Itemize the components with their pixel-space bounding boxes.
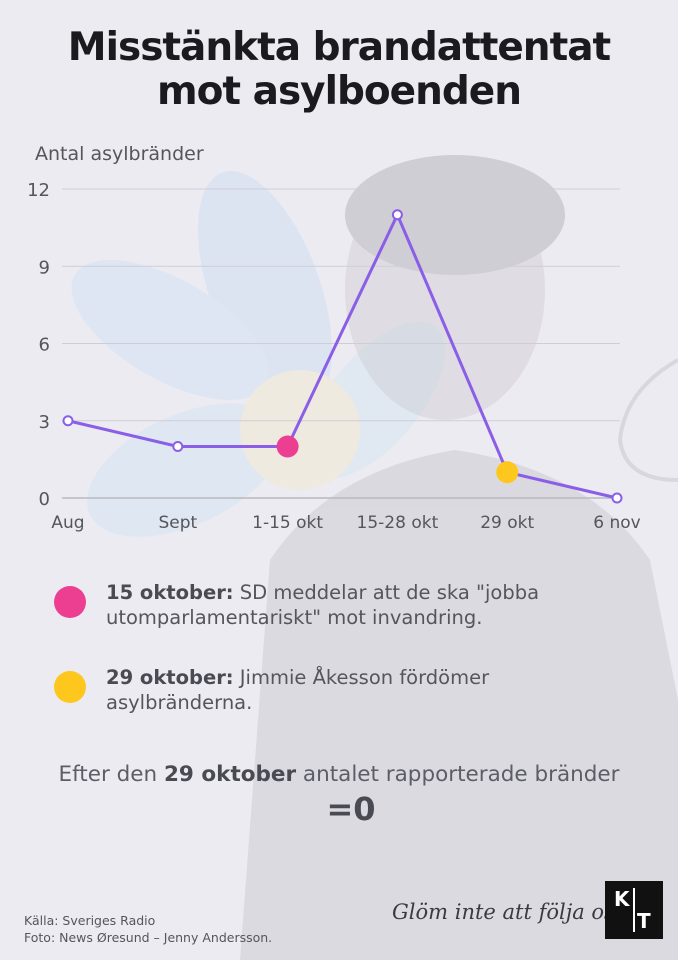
logo-letter-top: K xyxy=(614,887,630,911)
line-chart: Antal asylbränder 0 3 6 9 12 Aug Sept 1-15 okt… xyxy=(27,143,641,533)
result-value: =0 xyxy=(326,790,376,828)
x-tick-label: Sept xyxy=(158,513,197,533)
y-tick-label: 3 xyxy=(39,412,50,433)
data-point xyxy=(62,415,74,427)
x-tick-label: 29 okt xyxy=(480,513,534,533)
x-tick-label: 6 nov xyxy=(593,513,640,533)
x-tick-label: 1-15 okt xyxy=(252,513,323,533)
source-credits: Källa: Sveriges Radio Foto: News Øresund… xyxy=(24,912,272,946)
follow-us-text: Glöm inte att följa oss xyxy=(392,900,626,924)
title-line-1: Misstänkta brandattentat xyxy=(67,25,611,70)
legend-date: 29 oktober: xyxy=(106,666,234,689)
after-statement: Efter den 29 oktober antalet rapporterad… xyxy=(58,762,620,787)
y-axis-label: Antal asylbränder xyxy=(35,143,204,165)
x-tick-label: Aug xyxy=(51,513,84,533)
data-point xyxy=(611,492,623,504)
photo-credit-line: Foto: News Øresund – Jenny Andersson. xyxy=(24,930,273,945)
yellow-dot-icon xyxy=(54,671,86,703)
portrait-silhouette xyxy=(240,155,678,960)
highlight-point xyxy=(276,435,299,458)
pink-dot-icon xyxy=(54,586,86,618)
data-point xyxy=(172,441,184,452)
series-line xyxy=(67,211,618,500)
kit-logo: K T xyxy=(605,881,663,939)
title-line-2: mot asylboenden xyxy=(156,69,522,114)
x-tick-label: 15-28 okt xyxy=(357,513,439,533)
source-line: Källa: Sveriges Radio xyxy=(24,913,156,928)
page-title: Misstänkta brandattentat mot asylboenden xyxy=(0,26,678,114)
legend-text: SD meddelar att de ska "jobba utomparlam… xyxy=(106,581,540,629)
y-tick-label: 6 xyxy=(39,335,50,356)
data-point xyxy=(391,209,403,221)
highlight-point xyxy=(496,461,519,484)
logo-letter-bottom: T xyxy=(637,909,651,933)
legend-text: Jimmie Åkesson fördömer asylbränderna. xyxy=(106,666,490,714)
y-tick-label: 12 xyxy=(27,180,50,201)
y-tick-label: 0 xyxy=(39,489,50,510)
legend-date: 15 oktober: xyxy=(106,581,234,604)
after-date: 29 oktober xyxy=(163,762,297,787)
y-tick-label: 9 xyxy=(39,257,50,278)
